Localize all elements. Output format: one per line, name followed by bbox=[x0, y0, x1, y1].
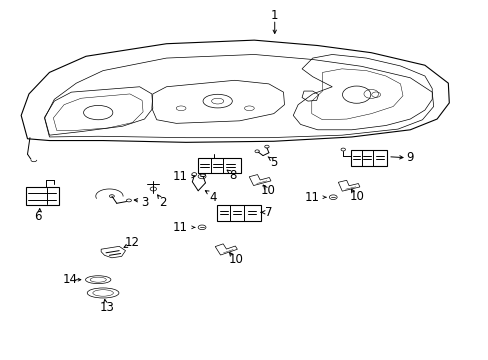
Bar bbox=[25, 187, 59, 206]
Text: 4: 4 bbox=[209, 191, 216, 204]
Text: 6: 6 bbox=[35, 211, 42, 224]
Bar bbox=[216, 206, 260, 221]
Text: 11: 11 bbox=[172, 221, 187, 234]
Text: 10: 10 bbox=[228, 253, 243, 266]
Text: 3: 3 bbox=[141, 196, 148, 209]
Bar bbox=[350, 150, 386, 166]
Text: 7: 7 bbox=[264, 206, 272, 219]
Text: 14: 14 bbox=[62, 273, 77, 286]
Text: 10: 10 bbox=[348, 190, 364, 203]
Text: 8: 8 bbox=[229, 169, 236, 182]
Text: 11: 11 bbox=[172, 170, 187, 183]
Text: 5: 5 bbox=[269, 156, 277, 168]
Text: 1: 1 bbox=[270, 9, 278, 22]
Text: 9: 9 bbox=[406, 151, 413, 164]
Text: 13: 13 bbox=[100, 301, 114, 314]
Text: 12: 12 bbox=[124, 236, 140, 249]
Text: 10: 10 bbox=[260, 184, 275, 197]
Bar bbox=[197, 158, 240, 173]
Text: 2: 2 bbox=[159, 196, 166, 209]
Text: 11: 11 bbox=[304, 191, 319, 204]
